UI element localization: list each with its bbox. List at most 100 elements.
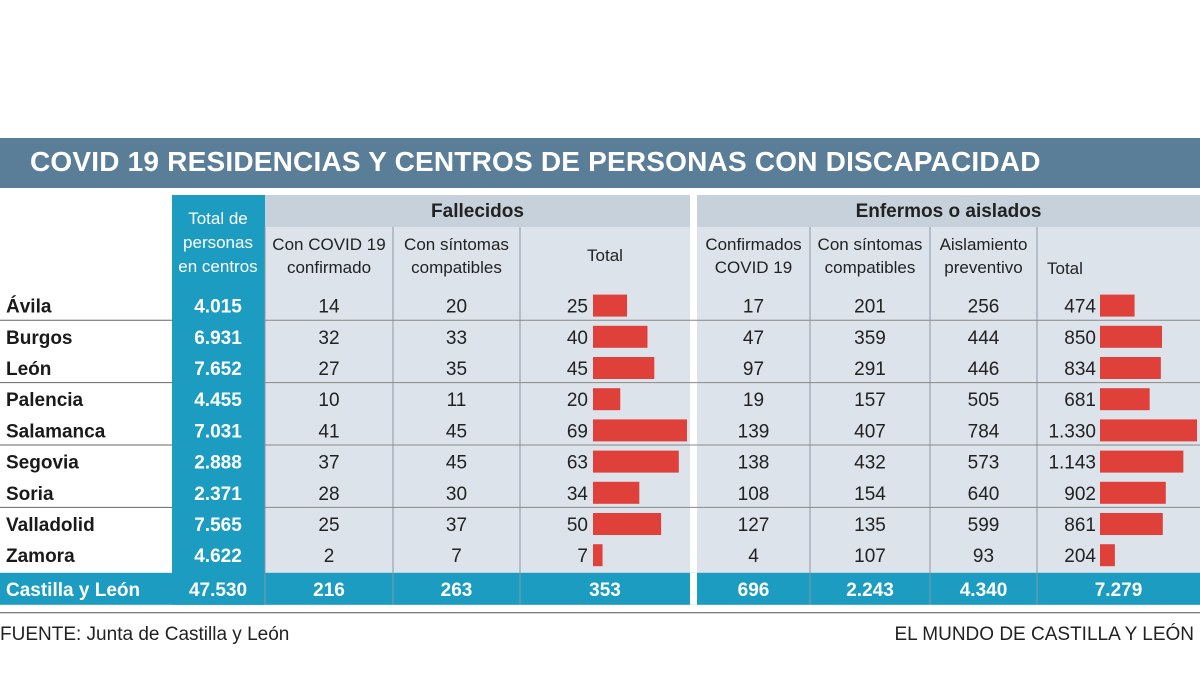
province-label: Ávila	[6, 296, 52, 318]
enfermos-total-label: 902	[1064, 484, 1096, 505]
totals-fallecidos-covid: 216	[313, 580, 345, 601]
fallecidos-covid-value: 37	[318, 453, 339, 474]
fallecidos-sintomas-value: 20	[446, 297, 467, 318]
fallecidos-total-label: 63	[567, 453, 588, 474]
enfermos-sintomas-header: Con síntomas	[818, 235, 923, 254]
fallecidos-header-band	[265, 195, 690, 227]
total-persons-value: 7.652	[194, 359, 242, 380]
enfermos-total-bar	[1100, 450, 1184, 473]
aislamiento-value: 784	[968, 421, 1000, 442]
enfermos-sintomas-value: 359	[854, 328, 886, 349]
enfermos-sintomas-value: 201	[854, 297, 886, 318]
aislamiento-value: 446	[968, 359, 1000, 380]
enfermos-total-header: Total	[1047, 259, 1083, 278]
total-persons-value: 2.888	[194, 453, 242, 474]
totals-enfermos-total: 7.279	[1095, 580, 1143, 601]
enfermos-sintomas-value: 432	[854, 453, 886, 474]
total-persons-value: 7.031	[194, 421, 242, 442]
fallecidos-covid-value: 14	[318, 297, 340, 318]
total-persons-header: en centros	[178, 257, 257, 276]
totals-persons-value: 47.530	[189, 580, 247, 601]
enfermos-confirmados-value: 139	[738, 421, 770, 442]
enfermos-total-label: 1.143	[1048, 453, 1096, 474]
enfermos-header: Enfermos o aislados	[856, 201, 1042, 222]
province-label: León	[6, 359, 51, 380]
enfermos-sintomas-value: 107	[854, 546, 886, 567]
fallecidos-total-label: 40	[567, 328, 588, 349]
fallecidos-sintomas-value: 33	[446, 328, 467, 349]
province-label: Valladolid	[6, 515, 95, 536]
aislamiento-value: 599	[968, 515, 1000, 536]
fallecidos-covid-value: 2	[324, 546, 335, 567]
title-bar: COVID 19 RESIDENCIAS Y CENTROS DE PERSON…	[0, 138, 1200, 188]
enfermos-total-bar	[1100, 544, 1115, 567]
fallecidos-covid-value: 27	[318, 359, 339, 380]
enfermos-confirmados-value: 127	[738, 515, 770, 536]
enfermos-confirmados-value: 19	[743, 390, 764, 411]
enfermos-confirmados-value: 97	[743, 359, 764, 380]
totals-row-bg	[0, 572, 1200, 605]
aislamiento-value: 444	[968, 328, 1000, 349]
source-note: FUENTE: Junta de Castilla y León	[0, 624, 290, 645]
province-label: Burgos	[6, 328, 73, 349]
aislamiento-header: preventivo	[944, 258, 1022, 277]
fallecidos-total-bar	[593, 419, 687, 442]
total-persons-value: 4.622	[194, 546, 242, 567]
totals-fallecidos-sintomas: 263	[441, 580, 473, 601]
fallecidos-header: Fallecidos	[431, 201, 524, 222]
aislamiento-value: 256	[968, 297, 1000, 318]
con-sintomas-header: compatibles	[411, 258, 502, 277]
totals-aislamiento: 4.340	[960, 580, 1008, 601]
enfermos-total-label: 474	[1064, 297, 1096, 318]
province-label: Zamora	[6, 546, 75, 567]
fallecidos-covid-value: 10	[318, 390, 339, 411]
chart-title: COVID 19 RESIDENCIAS Y CENTROS DE PERSON…	[30, 146, 1041, 177]
con-covid-confirmado-header: confirmado	[287, 258, 371, 277]
enfermos-sintomas-value: 154	[854, 484, 886, 505]
aislamiento-value: 573	[968, 453, 1000, 474]
province-label: Segovia	[6, 453, 79, 474]
enfermos-total-bar	[1100, 357, 1161, 379]
aislamiento-value: 640	[968, 484, 1000, 505]
enfermos-confirmados-value: 47	[743, 328, 764, 349]
fallecidos-total-label: 25	[567, 297, 588, 318]
enfermos-sintomas-value: 291	[854, 359, 886, 380]
aislamiento-value: 93	[973, 546, 994, 567]
aislamiento-value: 505	[968, 390, 1000, 411]
enfermos-total-bar	[1100, 419, 1197, 442]
enfermos-total-label: 204	[1064, 546, 1096, 567]
enfermos-total-bar	[1100, 325, 1162, 348]
enfermos-confirmados-value: 17	[743, 297, 764, 318]
fallecidos-sintomas-value: 45	[446, 453, 467, 474]
total-persons-value: 2.371	[194, 484, 242, 505]
fallecidos-total-bar	[593, 294, 628, 317]
totals-enfermos-confirmados: 696	[738, 580, 770, 601]
fallecidos-sintomas-value: 37	[446, 515, 467, 536]
total-persons-value: 4.455	[194, 390, 242, 411]
fallecidos-total-bar	[593, 388, 621, 411]
fallecidos-sintomas-value: 7	[451, 546, 462, 567]
fallecidos-total-header: Total	[587, 246, 623, 265]
enfermos-total-label: 861	[1064, 515, 1096, 536]
enfermos-total-label: 681	[1064, 390, 1096, 411]
province-label: Salamanca	[6, 421, 106, 442]
totals-enfermos-sintomas: 2.243	[846, 580, 894, 601]
fallecidos-total-bar	[593, 357, 655, 379]
totals-fallecidos-total: 353	[589, 580, 621, 601]
con-covid-confirmado-header: Con COVID 19	[272, 235, 385, 254]
fallecidos-total-label: 69	[567, 421, 588, 442]
enfermos-confirmados-value: 138	[738, 453, 770, 474]
fallecidos-sintomas-value: 45	[446, 421, 467, 442]
enfermos-sintomas-value: 157	[854, 390, 886, 411]
enfermos-total-label: 1.330	[1048, 421, 1096, 442]
fallecidos-total-label: 34	[567, 484, 589, 505]
fallecidos-total-label: 20	[567, 390, 588, 411]
con-sintomas-header: Con síntomas	[404, 235, 509, 254]
totals-label: Castilla y León	[6, 580, 140, 601]
publisher-credit: EL MUNDO DE CASTILLA Y LEÓN	[894, 624, 1194, 645]
fallecidos-total-label: 45	[567, 359, 588, 380]
fallecidos-total-bar	[593, 544, 603, 567]
total-persons-value: 7.565	[194, 515, 242, 536]
total-persons-header: Total de	[188, 209, 248, 228]
